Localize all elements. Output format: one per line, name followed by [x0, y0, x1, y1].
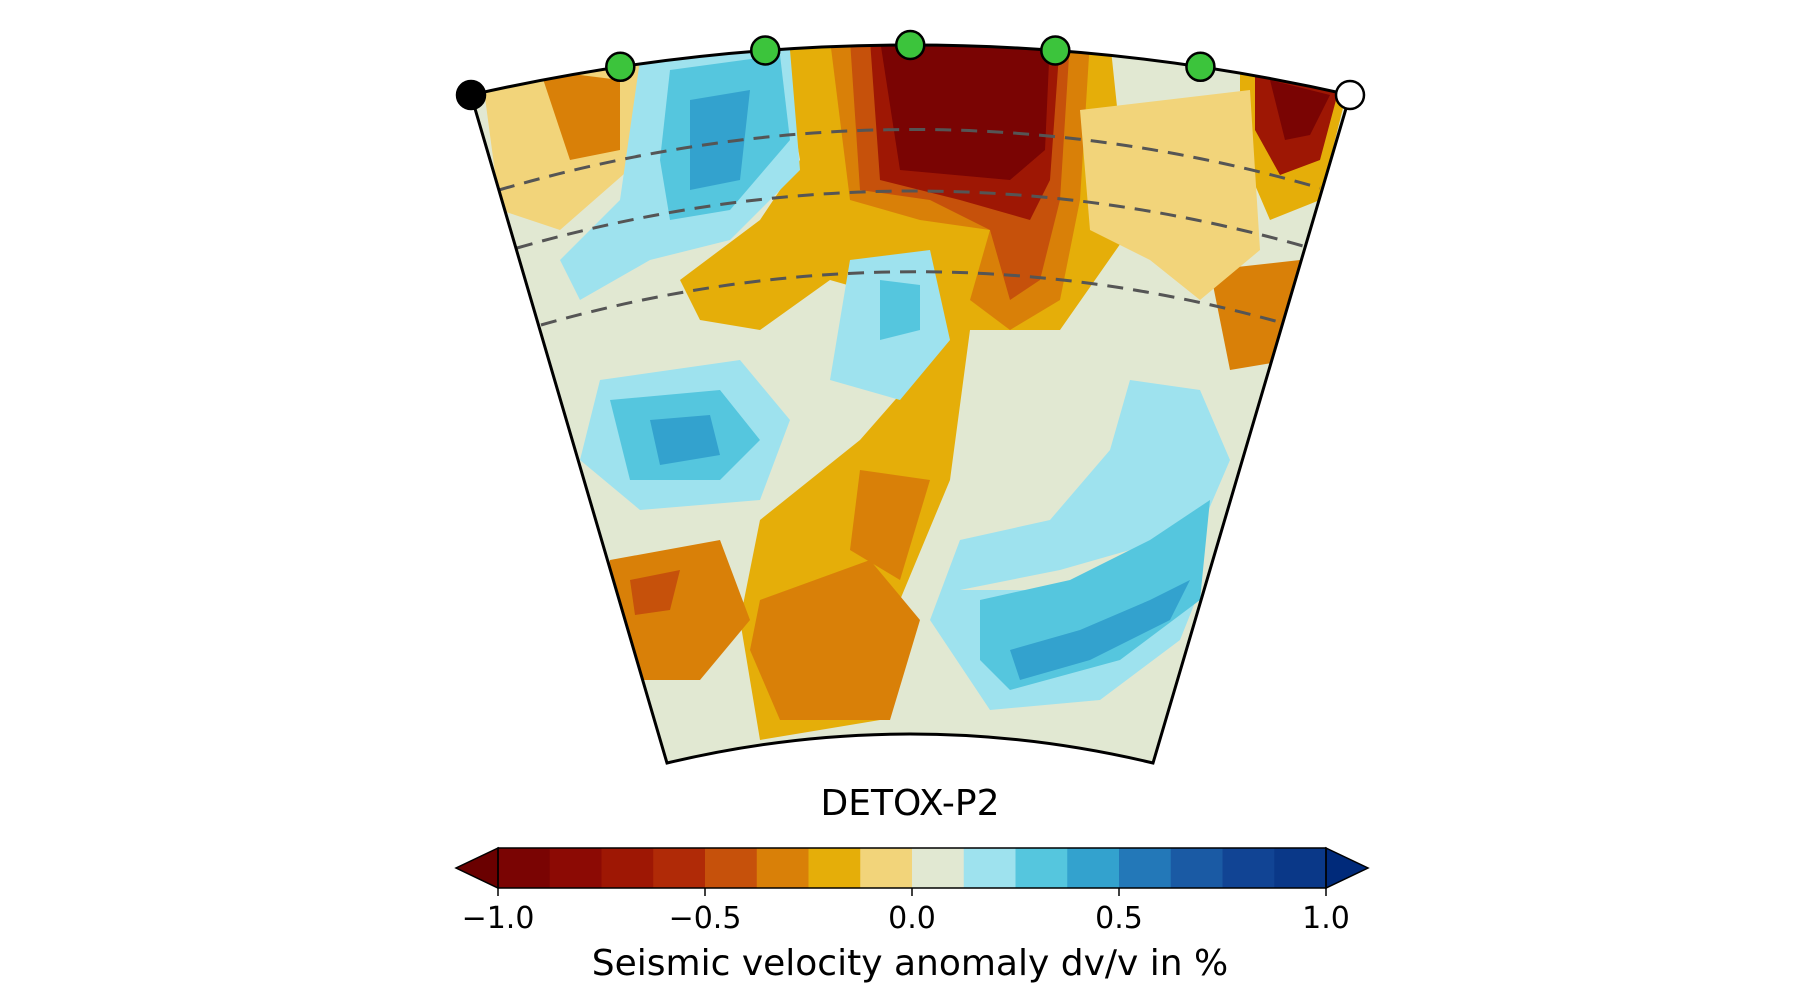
station-marker-end [1334, 79, 1366, 111]
station-marker-station-1 [605, 51, 636, 83]
depth-contour-3 [540, 270, 1280, 327]
section-outline [469, 43, 1352, 765]
station-marker-station-2 [749, 35, 781, 66]
colorbar-segment [808, 848, 861, 888]
anomaly-field [471, 45, 1350, 763]
colorbar-tick-label: 1.0 [1302, 901, 1350, 936]
colorbar-tick-label: 0.5 [1095, 901, 1143, 936]
colorbar-extend-max [1325, 846, 1370, 890]
station-marker-start [455, 79, 487, 111]
colorbar-label: Seismic velocity anomaly dv/v in % [592, 943, 1229, 984]
colorbar-segment [653, 848, 706, 888]
colorbar-tick-label: −1.0 [462, 901, 535, 936]
colorbar-segment [1015, 848, 1068, 888]
colorbar-segment [1170, 848, 1223, 888]
colorbar-ticks: −1.0 −0.5 0.0 0.5 1.0 [462, 888, 1350, 936]
colorbar-segment [498, 848, 551, 888]
colorbar-segment [601, 848, 654, 888]
station-marker-station-5 [1185, 51, 1216, 83]
colorbar-segment [1274, 848, 1327, 888]
station-marker-station-3 [895, 29, 926, 61]
colorbar [454, 846, 1370, 890]
colorbar-tick-label: −0.5 [669, 901, 742, 936]
station-marker-station-4 [1040, 35, 1071, 66]
colorbar-segment [860, 848, 913, 888]
depth-contours [498, 128, 1321, 327]
colorbar-extend-min [454, 846, 499, 890]
colorbar-tick-label: 0.0 [888, 901, 936, 936]
colorbar-segment [912, 848, 965, 888]
chart-title: DETOX-P2 [821, 783, 1000, 824]
depth-contour-1 [498, 128, 1321, 192]
depth-contour-2 [516, 189, 1304, 250]
colorbar-segment [1222, 848, 1275, 888]
colorbar-segment [756, 848, 809, 888]
colorbar-segment [705, 848, 758, 888]
colorbar-segment [1119, 848, 1172, 888]
colorbar-segment [963, 848, 1016, 888]
station-markers [455, 29, 1366, 111]
colorbar-segment [549, 848, 602, 888]
cross-section [469, 43, 1352, 765]
colorbar-segment [1067, 848, 1120, 888]
